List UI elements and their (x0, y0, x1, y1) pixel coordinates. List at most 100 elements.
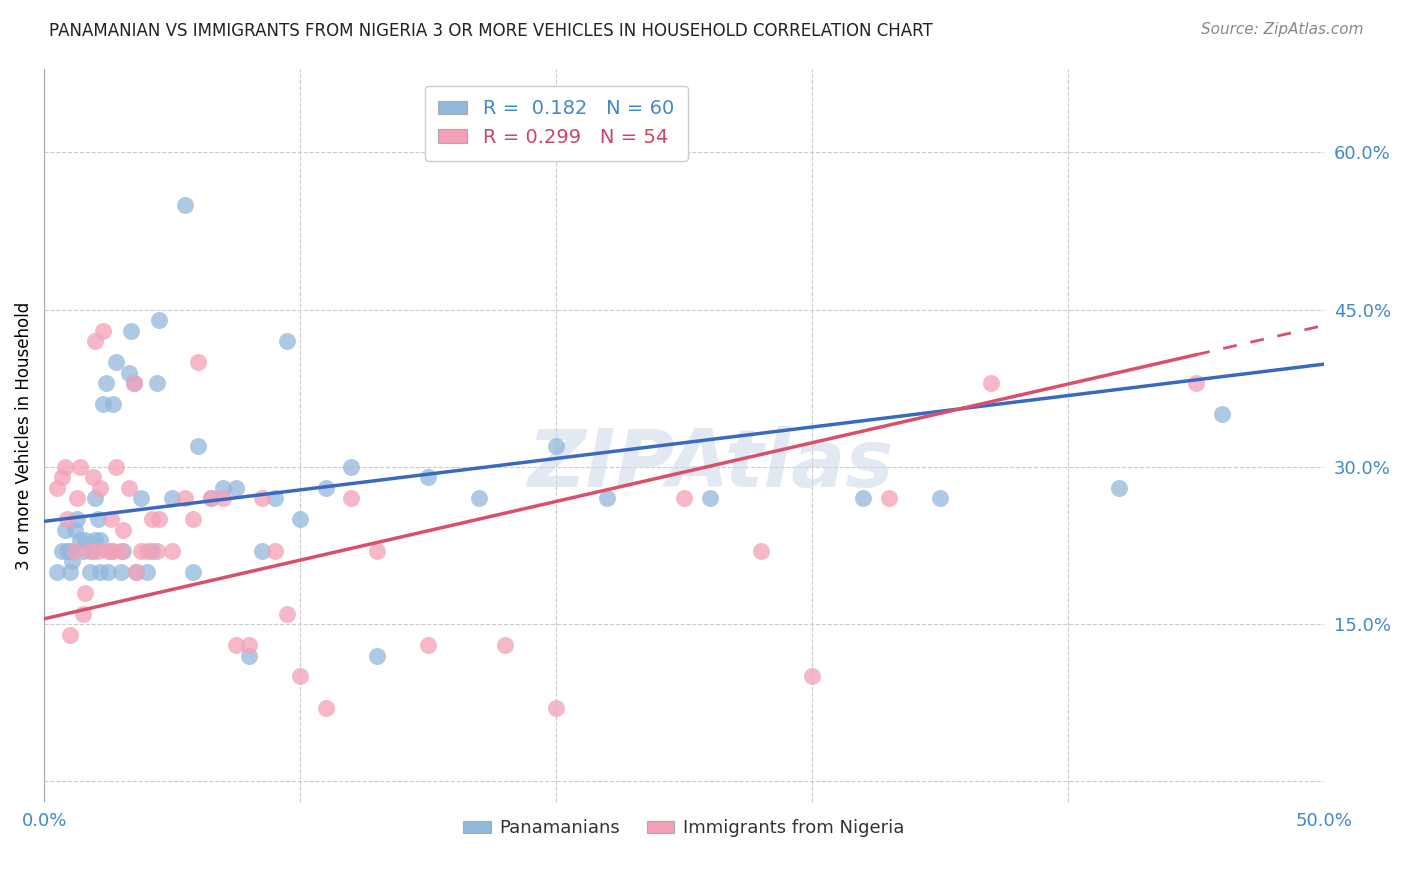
Point (66, 512, 89, 526)
Point (174, 491, 197, 506)
Point (84, 334, 107, 348)
Point (117, 366, 139, 380)
Point (187, 355, 209, 369)
Point (315, 701, 337, 715)
Point (89, 533, 111, 548)
Point (110, 565, 132, 579)
Point (1108, 481, 1130, 495)
Point (56, 512, 79, 526)
Text: ZIPAtlas: ZIPAtlas (527, 425, 893, 504)
Point (84, 533, 107, 548)
Point (117, 481, 139, 495)
Point (596, 491, 619, 506)
Point (546, 701, 568, 715)
Point (120, 324, 142, 338)
Point (104, 459, 127, 474)
Point (125, 565, 148, 579)
Point (89, 565, 111, 579)
Point (69, 459, 91, 474)
Point (288, 669, 311, 683)
Point (97, 543, 120, 558)
Point (84, 491, 107, 506)
Point (63, 543, 86, 558)
Text: PANAMANIAN VS IMMIGRANTS FROM NIGERIA 3 OR MORE VEHICLES IN HOUSEHOLD CORRELATIO: PANAMANIAN VS IMMIGRANTS FROM NIGERIA 3 … (49, 22, 934, 40)
Point (91, 397, 114, 411)
Point (250, 543, 273, 558)
Point (51, 470, 73, 484)
Point (238, 648, 260, 663)
Point (122, 376, 145, 390)
Point (174, 198, 197, 212)
Point (148, 313, 170, 327)
Point (63, 523, 86, 537)
Point (980, 376, 1002, 390)
Point (53, 523, 76, 537)
Point (145, 376, 167, 390)
Point (801, 669, 824, 683)
Point (250, 491, 273, 506)
Point (82, 470, 104, 484)
Point (263, 491, 285, 506)
Point (749, 543, 772, 558)
Point (100, 512, 122, 526)
Point (145, 543, 167, 558)
Point (468, 491, 491, 506)
Point (69, 533, 91, 548)
Point (673, 491, 696, 506)
Point (91, 324, 114, 338)
Point (79, 565, 101, 579)
Point (416, 470, 439, 484)
Point (416, 638, 439, 652)
Point (103, 543, 125, 558)
Point (53, 459, 76, 474)
Point (97, 565, 120, 579)
Point (1211, 408, 1233, 422)
Point (181, 565, 204, 579)
Point (112, 543, 135, 558)
Point (79, 543, 101, 558)
Point (45, 481, 67, 495)
Point (546, 439, 568, 453)
Point (75, 585, 97, 599)
Point (66, 491, 89, 506)
Point (60, 554, 83, 568)
Point (212, 491, 235, 506)
Point (238, 638, 260, 652)
Point (131, 491, 153, 506)
Point (82, 543, 104, 558)
Point (103, 397, 125, 411)
Legend: Panamanians, Immigrants from Nigeria: Panamanians, Immigrants from Nigeria (456, 812, 912, 845)
Point (112, 523, 135, 537)
Point (56, 543, 79, 558)
Point (699, 491, 721, 506)
Point (59, 627, 82, 641)
Point (59, 565, 82, 579)
Point (160, 543, 183, 558)
Point (135, 543, 157, 558)
Point (200, 491, 222, 506)
Point (125, 565, 148, 579)
Point (877, 491, 900, 506)
Point (200, 491, 222, 506)
Point (187, 439, 209, 453)
Text: Source: ZipAtlas.com: Source: ZipAtlas.com (1201, 22, 1364, 37)
Point (45, 565, 67, 579)
Point (1185, 376, 1208, 390)
Point (135, 565, 157, 579)
Point (212, 481, 235, 495)
Point (225, 638, 247, 652)
Point (929, 491, 952, 506)
Point (276, 607, 298, 621)
Point (181, 512, 204, 526)
Point (87, 512, 110, 526)
Point (340, 491, 363, 506)
Point (51, 543, 73, 558)
Point (100, 543, 122, 558)
Point (340, 459, 363, 474)
Point (104, 355, 127, 369)
Point (160, 491, 183, 506)
Point (288, 512, 311, 526)
Point (131, 543, 153, 558)
Point (852, 491, 875, 506)
Point (87, 543, 110, 558)
